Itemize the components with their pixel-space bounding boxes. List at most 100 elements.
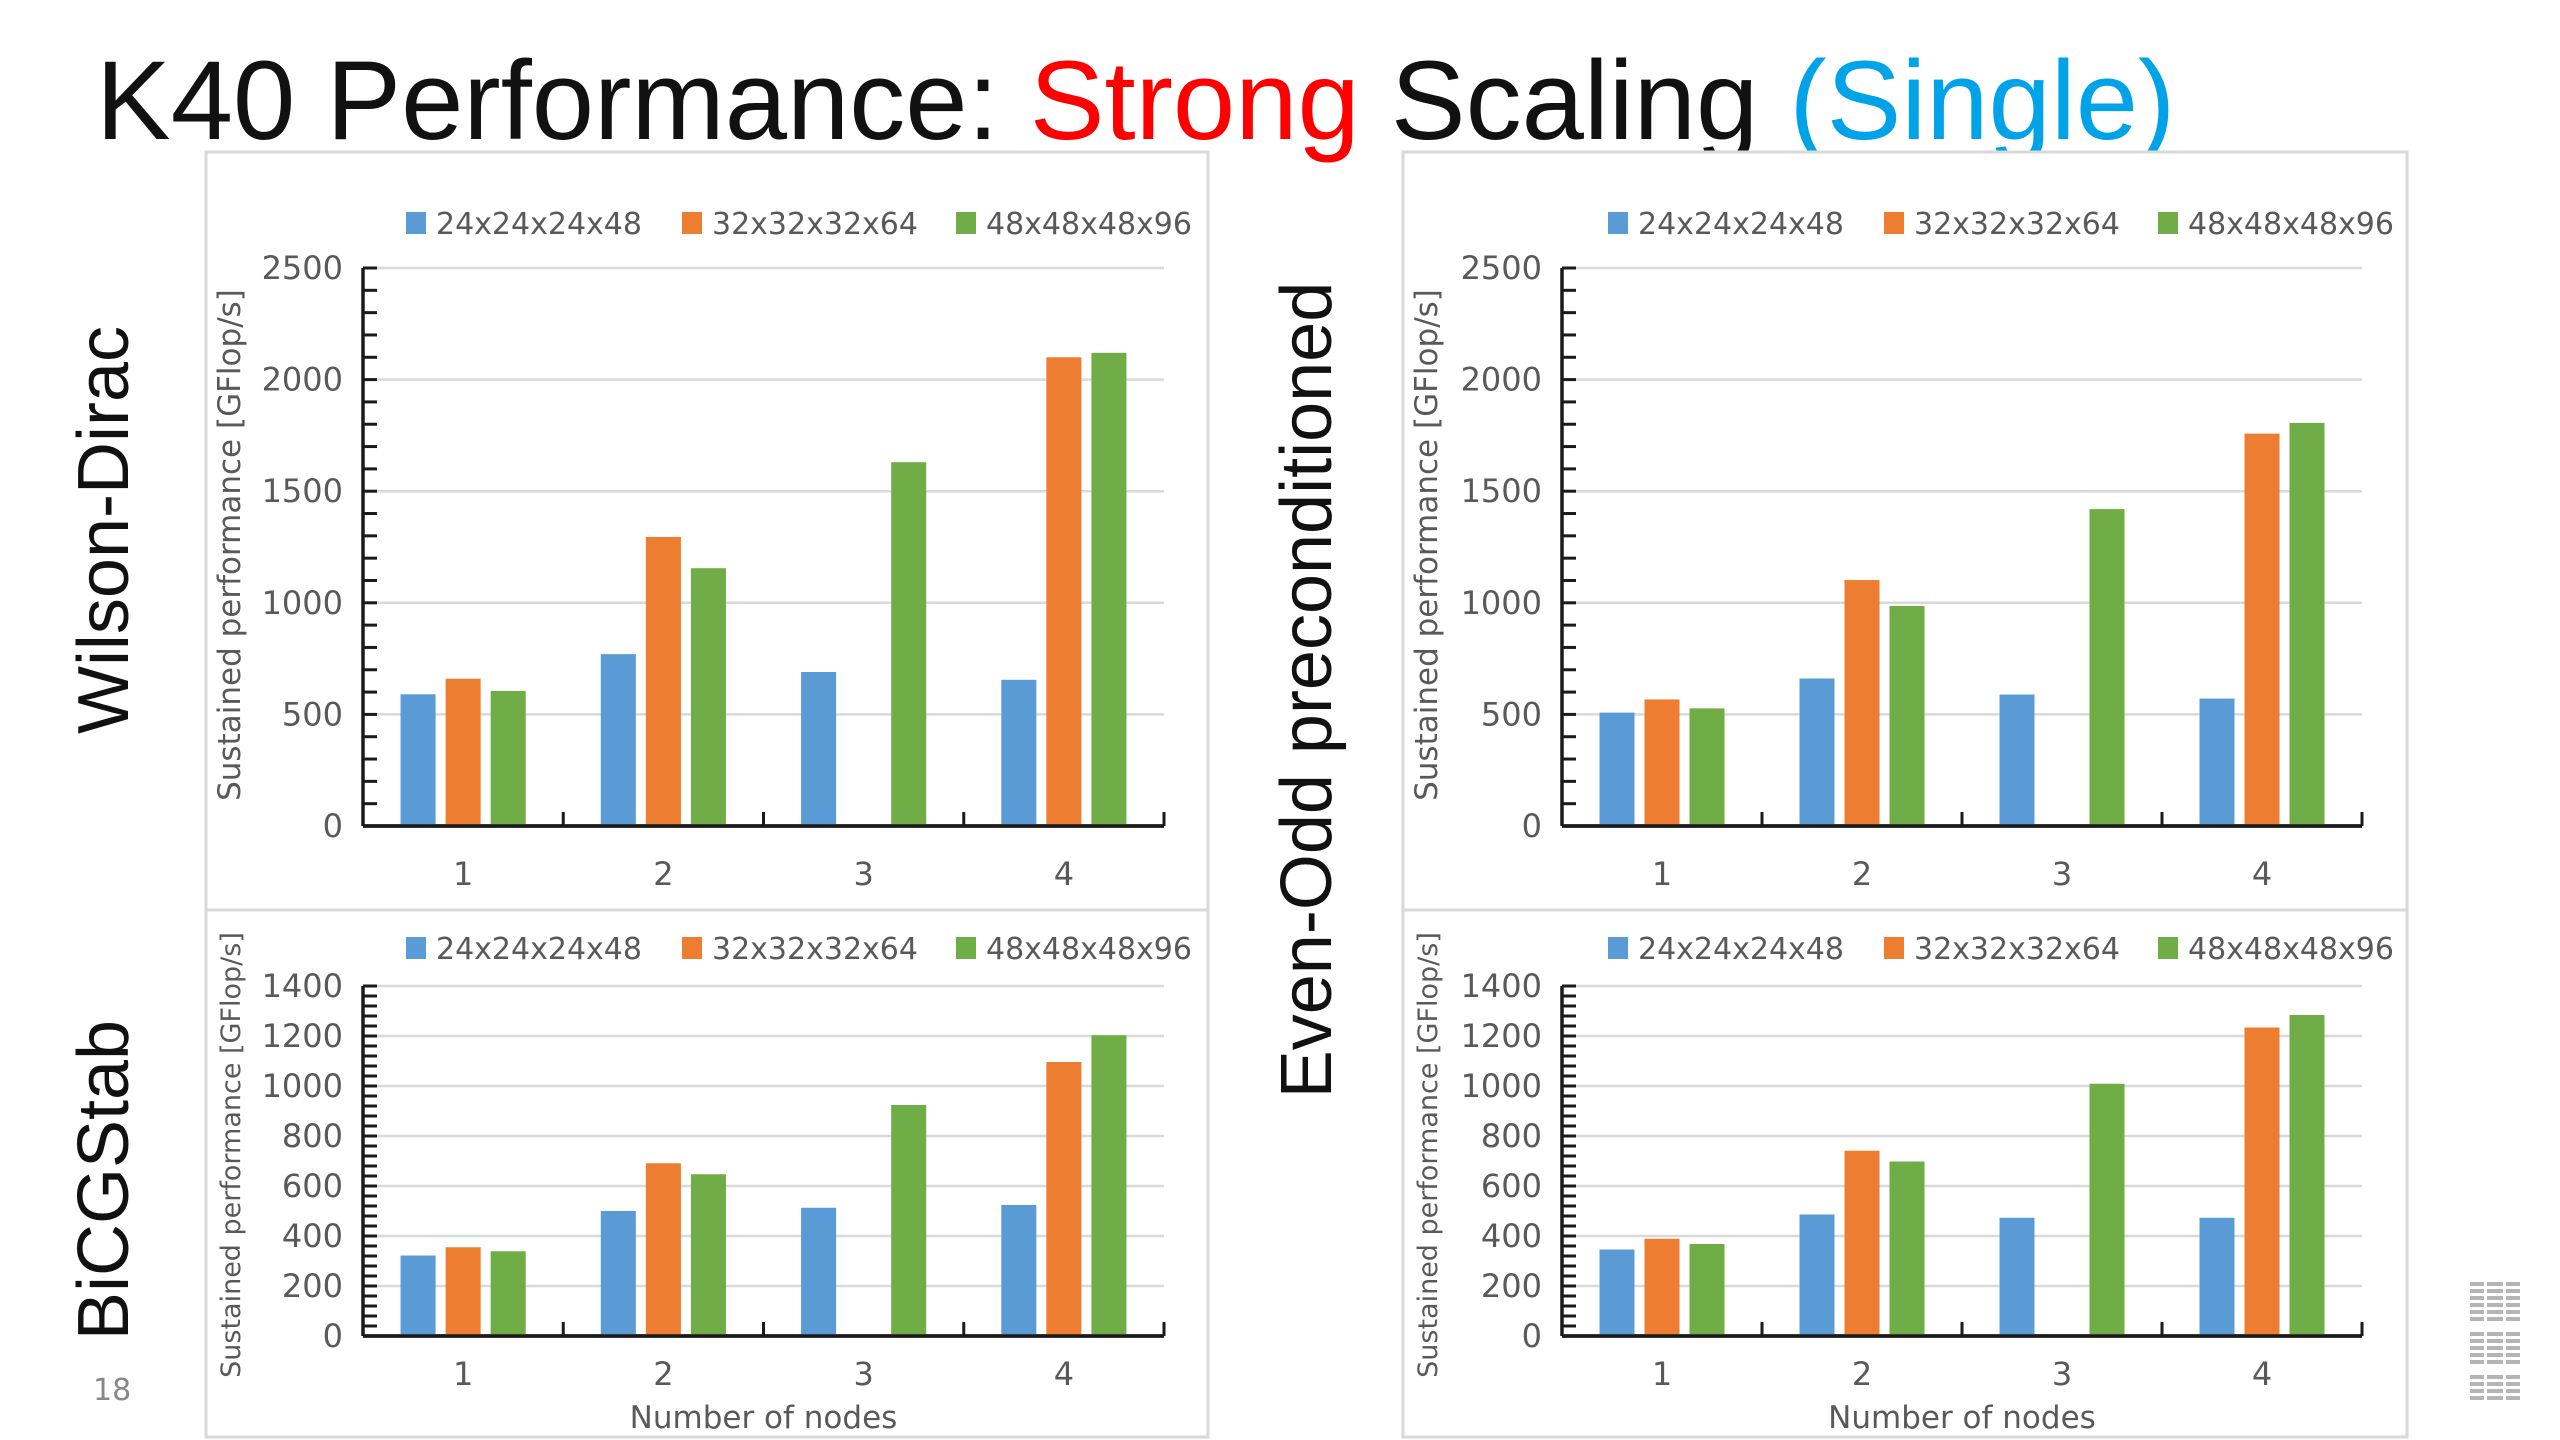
y-tick-label: 800	[1481, 1117, 1542, 1155]
bar-48x48x48x96-nodes-1	[1689, 708, 1725, 826]
legend-item: 48x48x48x96	[2158, 932, 2394, 967]
bar-24x24x24x48-nodes-1	[400, 1255, 436, 1336]
chart-wilson-dirac: 0 500 1000 1500 2000 2500 1 2 3 4 Sustained perfor…	[212, 207, 1192, 893]
y-tick-label: 2500	[1461, 249, 1542, 287]
y-tick-label: 1200	[262, 1017, 343, 1055]
bar-32x32x32x64-nodes-4	[1046, 357, 1082, 826]
bar-24x24x24x48-nodes-4	[1001, 1205, 1037, 1336]
y-tick-label: 1500	[262, 472, 343, 510]
bar-24x24x24x48-nodes-1	[1599, 712, 1635, 826]
bar-24x24x24x48-nodes-2	[600, 654, 636, 826]
page-number: 18	[93, 1373, 131, 1408]
legend-label: 32x32x32x64	[1914, 207, 2120, 242]
legend-item: 48x48x48x96	[956, 207, 1192, 242]
x-tick-label: 3	[2052, 1355, 2072, 1393]
x-tick-label: 1	[1652, 855, 1672, 893]
legend-swatch-icon	[956, 212, 976, 234]
legend-swatch-icon	[682, 937, 702, 959]
y-tick-label: 0	[1522, 1317, 1542, 1355]
bar-48x48x48x96-nodes-4	[1091, 352, 1127, 826]
bar-48x48x48x96-nodes-4	[2289, 422, 2325, 826]
y-tick-label: 500	[282, 695, 343, 733]
y-tick-label: 1000	[1461, 1067, 1542, 1105]
bar-24x24x24x48-nodes-3	[801, 671, 837, 826]
legend-item: 24x24x24x48	[406, 207, 642, 242]
legend-label: 48x48x48x96	[2188, 207, 2394, 242]
bar-48x48x48x96-nodes-4	[2289, 1015, 2325, 1336]
legend-item: 32x32x32x64	[682, 207, 918, 242]
bar-24x24x24x48-nodes-1	[1599, 1249, 1635, 1336]
bar-24x24x24x48-nodes-2	[1799, 1214, 1835, 1336]
legend-label: 24x24x24x48	[436, 932, 642, 967]
y-tick-label: 2500	[262, 249, 343, 287]
title-part: Scaling	[1360, 38, 1790, 163]
legend-label: 48x48x48x96	[986, 207, 1192, 242]
bar-48x48x48x96-nodes-2	[690, 568, 726, 826]
y-tick-label: 1200	[1461, 1017, 1542, 1055]
row-label-wilson-dirac: Wilson-Dirac	[64, 326, 144, 734]
x-tick-label: 4	[2252, 855, 2272, 893]
legend-swatch-icon	[406, 937, 426, 959]
bar-48x48x48x96-nodes-1	[490, 690, 526, 826]
x-tick-label: 1	[453, 855, 473, 893]
legend-label: 48x48x48x96	[2188, 932, 2394, 967]
y-tick-label: 1500	[1461, 472, 1542, 510]
y-tick-label: 200	[282, 1267, 343, 1305]
legend-swatch-icon	[1884, 937, 1904, 959]
bar-32x32x32x64-nodes-2	[645, 536, 681, 826]
bar-24x24x24x48-nodes-3	[1999, 694, 2035, 826]
x-axis-title: Number of nodes	[1828, 1400, 2096, 1436]
title-part-single: (Single)	[1789, 38, 2175, 163]
legend-swatch-icon	[1608, 937, 1628, 959]
y-axis-title: Sustained performance [GFlop/s]	[216, 932, 247, 1378]
x-tick-label: 3	[853, 855, 873, 893]
bar-48x48x48x96-nodes-3	[891, 462, 927, 826]
y-tick-label: 0	[323, 1317, 343, 1355]
legend-swatch-icon	[682, 212, 702, 234]
legend-label: 48x48x48x96	[986, 932, 1192, 967]
bar-32x32x32x64-nodes-4	[2244, 433, 2280, 826]
bar-32x32x32x64-nodes-1	[445, 1247, 481, 1336]
legend-label: 24x24x24x48	[1638, 207, 1844, 242]
y-axis-title: Sustained performance [GFlop/s]	[1413, 932, 1444, 1378]
y-tick-label: 0	[323, 807, 343, 845]
y-tick-label: 800	[282, 1117, 343, 1155]
y-tick-label: 400	[1481, 1217, 1542, 1255]
bar-32x32x32x64-nodes-2	[645, 1163, 681, 1336]
y-tick-label: 1000	[262, 584, 343, 622]
y-tick-label: 1400	[262, 967, 343, 1005]
bar-48x48x48x96-nodes-3	[2089, 1083, 2125, 1336]
bar-24x24x24x48-nodes-3	[801, 1207, 837, 1336]
bar-48x48x48x96-nodes-2	[1889, 605, 1925, 826]
y-tick-label: 1400	[1461, 967, 1542, 1005]
chart-frame-bicgstab	[204, 908, 1210, 1439]
bar-48x48x48x96-nodes-3	[2089, 509, 2125, 826]
legend-item: 32x32x32x64	[682, 932, 918, 967]
legend-item: 24x24x24x48	[1608, 207, 1844, 242]
bar-24x24x24x48-nodes-3	[1999, 1217, 2035, 1336]
legend-label: 32x32x32x64	[712, 932, 918, 967]
y-tick-label: 600	[1481, 1167, 1542, 1205]
legend-swatch-icon	[2158, 212, 2178, 234]
bar-48x48x48x96-nodes-2	[690, 1174, 726, 1336]
legend-swatch-icon	[1884, 212, 1904, 234]
x-tick-label: 1	[1652, 1355, 1672, 1393]
x-tick-label: 4	[1054, 855, 1074, 893]
legend-item: 48x48x48x96	[956, 932, 1192, 967]
legend-label: 24x24x24x48	[1638, 932, 1844, 967]
legend-item: 32x32x32x64	[1884, 932, 2120, 967]
y-tick-label: 500	[1481, 695, 1542, 733]
title-part: K40 Performance:	[96, 38, 1030, 163]
y-tick-label: 400	[282, 1217, 343, 1255]
bar-32x32x32x64-nodes-1	[1644, 1238, 1680, 1336]
x-tick-label: 4	[2252, 1355, 2272, 1393]
bar-24x24x24x48-nodes-2	[1799, 678, 1835, 826]
legend-item: 32x32x32x64	[1884, 207, 2120, 242]
bar-32x32x32x64-nodes-2	[1844, 1150, 1880, 1336]
y-axis-title: Sustained performance [GFlop/s]	[212, 289, 248, 801]
bar-24x24x24x48-nodes-2	[600, 1211, 636, 1336]
slide-title: K40 Performance: Strong Scaling (Single)	[96, 38, 2175, 163]
legend-label: 24x24x24x48	[436, 207, 642, 242]
y-axis-title: Sustained performance [GFlop/s]	[1409, 289, 1445, 801]
legend-label: 32x32x32x64	[1914, 932, 2120, 967]
